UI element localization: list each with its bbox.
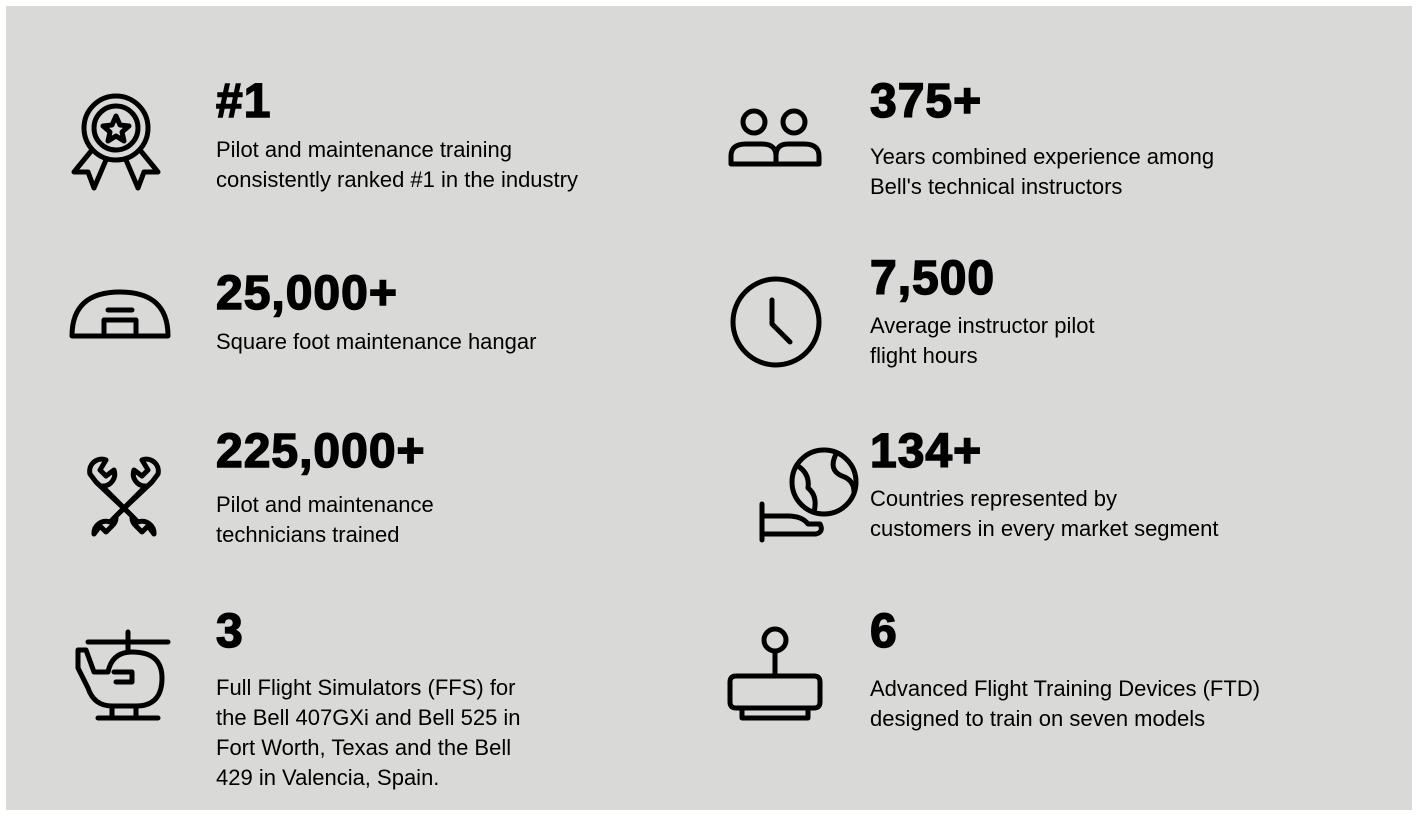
stat-description: Pilot and maintenance — [216, 492, 434, 517]
stat-value: 3 — [215, 605, 244, 658]
stat-description: customers in every market segment — [870, 516, 1219, 541]
people-icon — [728, 108, 822, 167]
stat-description: consistently ranked #1 in the industry — [216, 167, 578, 192]
stat-description: Square foot maintenance hangar — [216, 329, 537, 354]
award-icon — [71, 93, 161, 191]
stat-description: technicians trained — [216, 522, 400, 547]
stat-value: 25,000+ — [215, 267, 398, 320]
stat-description: Bell's technical instructors — [870, 174, 1123, 199]
stats-panel: #1 Pilot and maintenance training consiste… — [6, 6, 1412, 810]
helicopter-icon — [75, 629, 171, 721]
stat-description: flight hours — [870, 343, 978, 368]
stat-description: Advanced Flight Training Devices (FTD) — [870, 676, 1261, 701]
stat-description: Average instructor pilot — [870, 313, 1095, 338]
globe-icon — [759, 447, 859, 543]
stat-description: Full Flight Simulators (FFS) for — [216, 675, 516, 700]
joystick-icon — [727, 626, 823, 721]
stat-description: Fort Worth, Texas and the Bell — [216, 735, 512, 760]
stat-description: designed to train on seven models — [870, 706, 1206, 731]
stat-value: 7,500 — [869, 252, 996, 305]
stat-description: Years combined experience among — [870, 144, 1215, 169]
stat-description: Pilot and maintenance training — [216, 137, 512, 162]
stat-value: #1 — [215, 75, 272, 128]
hangar-icon — [69, 289, 171, 339]
stat-description: Countries represented by — [870, 486, 1118, 511]
stat-description: 429 in Valencia, Spain. — [216, 765, 440, 790]
stat-description: the Bell 407GXi and Bell 525 in — [216, 705, 521, 730]
stat-value: 375+ — [869, 75, 983, 128]
stat-value: 134+ — [869, 425, 983, 478]
tools-icon — [87, 456, 161, 537]
stat-value: 6 — [869, 605, 898, 658]
stat-value: 225,000+ — [215, 425, 426, 478]
clock-icon — [730, 276, 822, 368]
